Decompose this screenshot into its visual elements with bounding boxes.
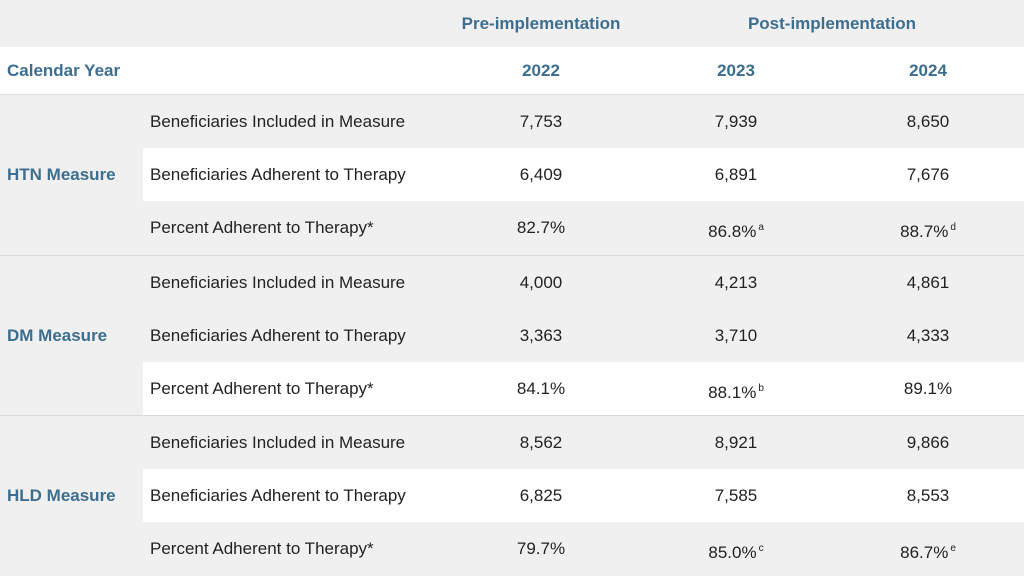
value-2022: 84.1% [516,379,566,398]
footnote-marker: c [758,543,764,554]
row-description: Beneficiaries Adherent to Therapy [150,486,406,505]
table-row: Percent Adherent to Therapy* 82.7% 86.8%… [143,201,1024,254]
hld-measure-group: HLD Measure Beneficiaries Included in Me… [0,416,1024,576]
measure-label: DM Measure [7,326,108,345]
value-2024: 89.1% [903,379,953,398]
value-2024: 86.7% e [900,543,956,562]
row-description: Beneficiaries Adherent to Therapy [150,165,406,184]
row-description: Beneficiaries Included in Measure [150,433,406,452]
row-description: Beneficiaries Adherent to Therapy [150,326,406,345]
value-2022: 7,753 [519,112,563,131]
row-description: Beneficiaries Included in Measure [150,112,406,131]
value-2024: 9,866 [906,433,950,452]
value-2022: 6,409 [519,165,563,184]
table-row: Beneficiaries Adherent to Therapy 6,825 … [143,469,1024,522]
row-description: Beneficiaries Included in Measure [150,273,406,292]
table-row: Beneficiaries Adherent to Therapy 3,363 … [143,309,1024,362]
value-2023: 88.1% b [708,383,764,402]
dm-measure-group: DM Measure Beneficiaries Included in Mea… [0,256,1024,416]
value-2022: 82.7% [516,218,566,237]
value-2024: 8,650 [906,112,950,131]
value-2023: 7,939 [714,112,758,131]
footnote-marker: a [758,222,764,233]
value-2022: 79.7% [516,539,566,558]
value-2022: 6,825 [519,486,563,505]
year-2022-header: 2022 [522,61,560,80]
pre-implementation-header: Pre-implementation [443,0,639,48]
calendar-year-label: Calendar Year [7,61,121,80]
value-2023: 86.8% a [708,222,764,241]
calendar-year-row: Calendar Year 2022 2023 2024 [0,47,1024,95]
value-2022: 8,562 [519,433,563,452]
value-2022: 4,000 [519,273,563,292]
row-description: Percent Adherent to Therapy* [150,539,374,558]
year-2023-header: 2023 [717,61,755,80]
value-2024: 4,333 [906,326,950,345]
group-divider [0,415,1024,416]
measure-label: HTN Measure [7,165,116,184]
footnote-marker: e [950,543,956,554]
row-description: Percent Adherent to Therapy* [150,218,374,237]
value-2024: 4,861 [906,273,950,292]
table-row: Beneficiaries Included in Measure 8,562 … [143,416,1024,469]
value-2023: 85.0% c [708,543,764,562]
htn-measure-group: HTN Measure Beneficiaries Included in Me… [0,95,1024,255]
footnote-marker: b [758,383,764,394]
group-divider [0,255,1024,256]
value-2023: 8,921 [714,433,758,452]
value-2024: 88.7% d [900,222,956,241]
row-description: Percent Adherent to Therapy* [150,379,374,398]
table-row: Beneficiaries Adherent to Therapy 6,409 … [143,148,1024,201]
value-2023: 3,710 [714,326,758,345]
table-row: Beneficiaries Included in Measure 4,000 … [143,256,1024,309]
measure-label: HLD Measure [7,486,116,505]
year-2024-header: 2024 [909,61,947,80]
value-2023: 7,585 [714,486,758,505]
value-2022: 3,363 [519,326,563,345]
value-2024: 8,553 [906,486,950,505]
value-2023: 6,891 [714,165,758,184]
table-row: Percent Adherent to Therapy* 84.1% 88.1%… [143,362,1024,415]
value-2024: 7,676 [906,165,950,184]
table-row: Percent Adherent to Therapy* 79.7% 85.0%… [143,522,1024,575]
post-implementation-header: Post-implementation [747,13,917,33]
footnote-marker: d [950,222,956,233]
table-row: Beneficiaries Included in Measure 7,753 … [143,95,1024,148]
value-2023: 4,213 [714,273,758,292]
